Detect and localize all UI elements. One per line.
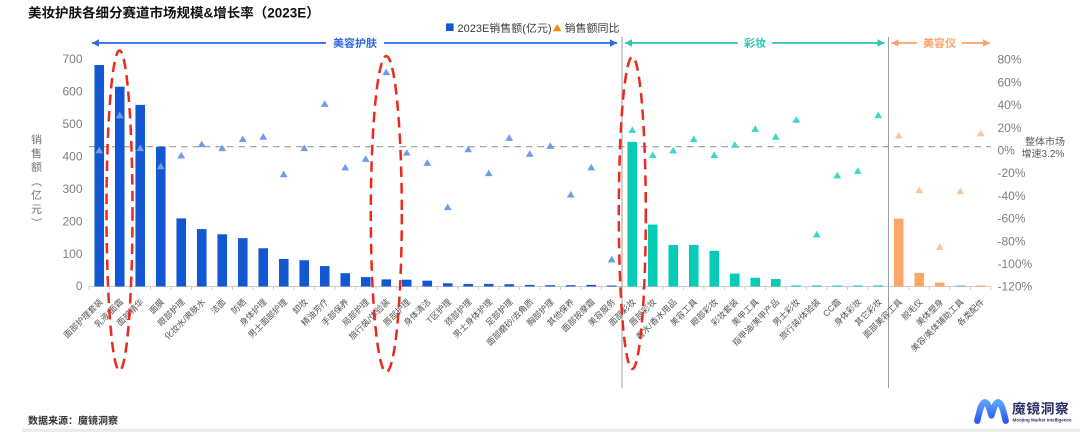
svg-text:亿: 亿 <box>31 189 42 202</box>
svg-text:700: 700 <box>62 52 82 66</box>
svg-text:60%: 60% <box>998 75 1022 89</box>
svg-text:-20%: -20% <box>998 166 1026 180</box>
svg-text:-40%: -40% <box>998 189 1026 203</box>
svg-text:-120%: -120% <box>998 280 1033 294</box>
svg-text:洁面: 洁面 <box>209 297 228 316</box>
svg-text:美容护肤: 美容护肤 <box>333 37 377 50</box>
svg-text:0%: 0% <box>998 144 1016 158</box>
svg-text:整体市场: 整体市场 <box>1025 136 1065 148</box>
svg-text:魔镜洞察: 魔镜洞察 <box>1012 402 1069 417</box>
svg-text:销售额同比: 销售额同比 <box>565 22 620 35</box>
svg-text:2023E销售额(亿元): 2023E销售额(亿元) <box>458 22 552 35</box>
svg-text:）: ） <box>30 217 43 228</box>
svg-text:500: 500 <box>62 117 82 131</box>
svg-text:彩妆: 彩妆 <box>744 37 766 50</box>
svg-text:-80%: -80% <box>998 234 1026 248</box>
svg-text:美妆护肤各细分赛道市场规模&增长率（2023E）: 美妆护肤各细分赛道市场规模&增长率（2023E） <box>28 6 320 21</box>
svg-text:（: （ <box>30 176 43 187</box>
svg-text:增速3.2%: 增速3.2% <box>1022 148 1065 160</box>
svg-text:售: 售 <box>31 147 42 160</box>
svg-text:数据来源：魔镜洞察: 数据来源：魔镜洞察 <box>28 415 118 427</box>
svg-text:元: 元 <box>31 204 42 216</box>
svg-text:-60%: -60% <box>998 212 1026 226</box>
svg-text:-100%: -100% <box>998 257 1033 271</box>
svg-text:400: 400 <box>62 149 82 163</box>
svg-text:额: 额 <box>31 161 42 174</box>
svg-text:40%: 40% <box>998 98 1022 112</box>
svg-text:200: 200 <box>62 214 82 228</box>
svg-text:Moojing Market Intelligence: Moojing Market Intelligence <box>1013 418 1073 423</box>
svg-text:300: 300 <box>62 182 82 196</box>
svg-text:20%: 20% <box>998 121 1022 135</box>
svg-text:100: 100 <box>62 247 82 261</box>
svg-text:80%: 80% <box>998 53 1022 67</box>
svg-text:600: 600 <box>62 85 82 99</box>
svg-text:0: 0 <box>76 279 83 293</box>
svg-text:销: 销 <box>31 133 42 146</box>
svg-text:美容仪: 美容仪 <box>923 37 956 50</box>
